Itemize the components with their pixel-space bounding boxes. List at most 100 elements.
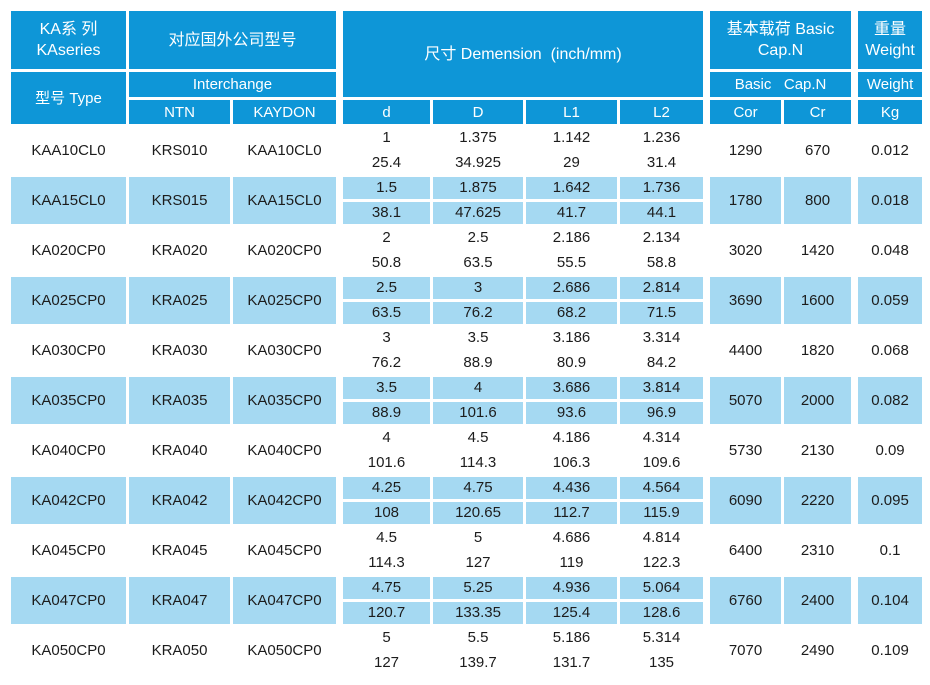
ntn-cell: KRA020 (126, 224, 233, 277)
mm-value: 63.5 (463, 254, 493, 271)
mm-value: 88.9 (463, 354, 493, 371)
type-cell: KA042CP0 (8, 474, 129, 527)
inch-value: 1.736 (621, 179, 704, 202)
kaydon-cell: KA042CP0 (229, 474, 342, 527)
dim-L2-cell: 3.314 84.2 (617, 324, 709, 377)
inch-value: 5 (434, 529, 522, 552)
dim-d-cell: 3 76.2 (336, 324, 434, 377)
inch-value: 4.25 (346, 479, 429, 502)
mm-value: 127 (465, 554, 491, 571)
inch-value: 3.814 (621, 379, 704, 402)
kaydon-cell: KA045CP0 (229, 524, 342, 577)
inch-value: 3 (346, 329, 429, 352)
type-cell: KA047CP0 (8, 574, 129, 627)
type-cell: KA040CP0 (8, 424, 129, 477)
kg-cell: 0.1 (851, 524, 926, 577)
inch-value: 1.236 (621, 129, 704, 152)
header-basic-cap-sub: Basic Cap.N (703, 69, 857, 100)
mm-value: 96.9 (646, 404, 677, 421)
dim-L2-cell: 4.314 109.6 (617, 424, 709, 477)
dim-D-cell: 2.5 63.5 (430, 224, 527, 277)
table-row: KAA15CL0 KRS015 KAA15CL0 1.5 38.1 1.875 47.625… (8, 174, 926, 227)
header-row-2: 型号 Type Interchange Basic Cap.N Weight (8, 69, 926, 127)
inch-value: 5 (346, 629, 429, 652)
dim-L2-cell: 2.814 71.5 (617, 274, 709, 327)
inch-value: 3 (434, 279, 522, 302)
table-row: KA020CP0 KRA020 KA020CP0 2 50.8 2.5 63.5 2.186 5… (8, 224, 926, 277)
kg-cell: 0.104 (851, 574, 926, 627)
dim-d-cell: 4.25 108 (336, 474, 434, 527)
dim-d-cell: 4.5 114.3 (336, 524, 434, 577)
mm-value: 112.7 (553, 504, 590, 521)
table-body: KAA10CL0 KRS010 KAA10CL0 1 25.4 1.375 34.925 1.… (8, 124, 926, 677)
inch-value: 5.186 (527, 629, 616, 652)
dim-L1-cell: 3.686 93.6 (523, 374, 621, 427)
ntn-cell: KRA025 (126, 274, 233, 327)
ntn-cell: KRA040 (126, 424, 233, 477)
inch-value: 3.686 (527, 379, 616, 402)
kg-cell: 0.09 (851, 424, 926, 477)
dim-L1-cell: 1.642 41.7 (523, 174, 621, 227)
dim-L1-cell: 3.186 80.9 (523, 324, 621, 377)
header-cr: Cr (781, 97, 857, 127)
mm-value: 139.7 (459, 654, 497, 671)
dim-d-cell: 5 127 (336, 624, 434, 677)
mm-value: 44.1 (646, 204, 677, 221)
mm-value: 34.925 (455, 154, 501, 171)
inch-value: 3.5 (434, 329, 522, 352)
inch-value: 4 (346, 429, 429, 452)
inch-value: 2.5 (346, 279, 429, 302)
dim-D-cell: 1.375 34.925 (430, 124, 527, 177)
mm-value: 58.8 (646, 254, 677, 271)
ntn-cell: KRA035 (126, 374, 233, 427)
cor-cell: 4400 (703, 324, 785, 377)
mm-value: 119 (559, 554, 584, 571)
mm-value: 31.4 (646, 154, 677, 171)
mm-value: 133.35 (455, 604, 501, 621)
inch-value: 4.936 (527, 579, 616, 602)
type-cell: KAA10CL0 (8, 124, 129, 177)
cor-cell: 5070 (703, 374, 785, 427)
type-cell: KA035CP0 (8, 374, 129, 427)
inch-value: 4.75 (346, 579, 429, 602)
mm-value: 101.6 (459, 404, 497, 421)
cor-cell: 1290 (703, 124, 785, 177)
mm-value: 122.3 (642, 554, 681, 571)
inch-value: 2.814 (621, 279, 704, 302)
inch-value: 1 (346, 129, 429, 152)
mm-value: 84.2 (646, 354, 677, 371)
header-basic-cap: 基本载荷 Basic Cap.N (703, 8, 857, 72)
mm-value: 93.6 (556, 404, 587, 421)
inch-value: 2.186 (527, 229, 616, 252)
dim-d-cell: 2.5 63.5 (336, 274, 434, 327)
table-row: KA035CP0 KRA035 KA035CP0 3.5 88.9 4 101.6 3.686… (8, 374, 926, 427)
cor-cell: 6760 (703, 574, 785, 627)
table-row: KA040CP0 KRA040 KA040CP0 4 101.6 4.5 114.3 4.18… (8, 424, 926, 477)
mm-value: 106.3 (552, 454, 591, 471)
ntn-cell: KRS010 (126, 124, 233, 177)
mm-value: 25.4 (371, 154, 402, 171)
header-dimension: 尺寸 Demension (inch/mm) (336, 8, 709, 100)
kaydon-cell: KA040CP0 (229, 424, 342, 477)
kg-cell: 0.068 (851, 324, 926, 377)
header-d: d (336, 97, 434, 127)
cr-cell: 800 (781, 174, 857, 227)
mm-value: 88.9 (371, 404, 402, 421)
cr-cell: 2130 (781, 424, 857, 477)
kg-cell: 0.012 (851, 124, 926, 177)
dim-D-cell: 5 127 (430, 524, 527, 577)
ntn-cell: KRA050 (126, 624, 233, 677)
cor-cell: 5730 (703, 424, 785, 477)
ntn-cell: KRS015 (126, 174, 233, 227)
mm-value: 71.5 (646, 304, 677, 321)
ntn-cell: KRA047 (126, 574, 233, 627)
inch-value: 2 (346, 229, 429, 252)
table-row: KA030CP0 KRA030 KA030CP0 3 76.2 3.5 88.9 3.186 8… (8, 324, 926, 377)
dim-L2-cell: 5.064 128.6 (617, 574, 709, 627)
table-row: KA050CP0 KRA050 KA050CP0 5 127 5.5 139.7 5.186 1… (8, 624, 926, 677)
kaydon-cell: KA050CP0 (229, 624, 342, 677)
table-header: KA系 列 KAseries 对应国外公司型号 尺寸 Demension (in… (8, 8, 926, 127)
inch-value: 2.5 (434, 229, 522, 252)
header-interchange-cn: 对应国外公司型号 (125, 8, 342, 72)
